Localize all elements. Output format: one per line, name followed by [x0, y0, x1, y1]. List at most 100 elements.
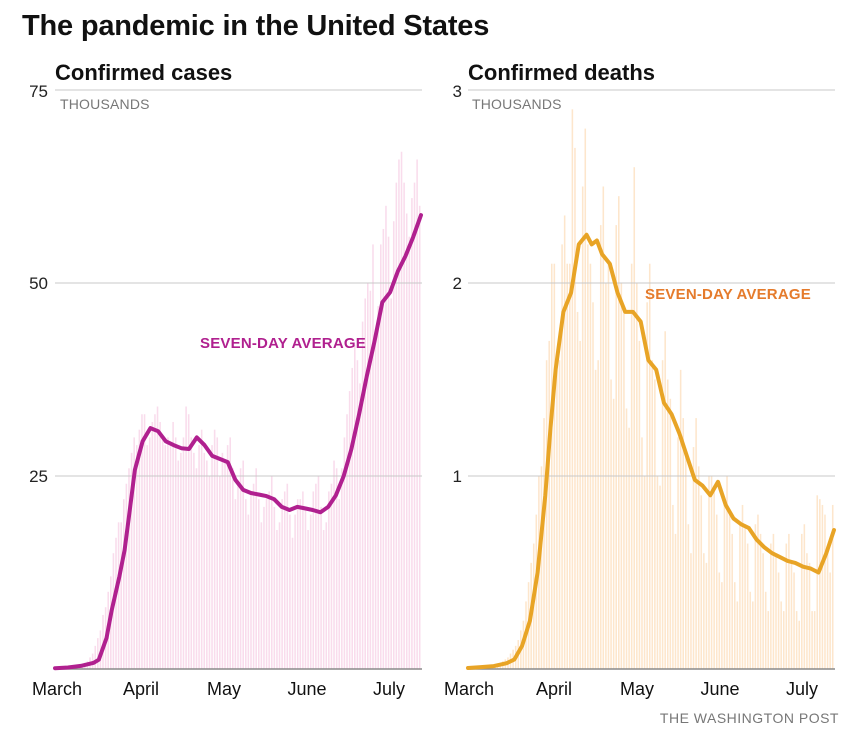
cases-daily-bar [296, 499, 299, 669]
deaths-daily-bar [733, 582, 736, 669]
cases-daily-bar [148, 437, 151, 669]
cases-daily-bar [185, 406, 187, 669]
deaths-daily-bar [682, 418, 684, 669]
cases-daily-bar [273, 506, 276, 669]
cases-daily-bar [250, 491, 252, 669]
deaths-daily-bar [713, 485, 715, 669]
cases-daily-bar [180, 452, 182, 669]
deaths-daily-bar [666, 379, 669, 669]
cases-daily-bar [221, 452, 224, 669]
cases-daily-bar [252, 483, 255, 669]
cases-daily-bar [234, 499, 237, 669]
cases-daily-bar [263, 506, 265, 669]
deaths-seven-day-average-line [466, 232, 836, 670]
cases-daily-bar [369, 290, 372, 669]
cases-daily-bar [403, 182, 405, 669]
cases-daily-bar [159, 421, 161, 669]
cases-daily-bar [348, 391, 351, 669]
deaths-daily-bar [780, 601, 782, 669]
cases-daily-bar [203, 452, 206, 669]
cases-daily-bar [164, 445, 167, 669]
cases-daily-bar [229, 437, 231, 669]
deaths-daily-bar [821, 504, 824, 669]
deaths-daily-bar [813, 611, 816, 669]
deaths-daily-bar [599, 225, 602, 669]
cases-daily-bar [307, 530, 309, 669]
cases-daily-bar [143, 414, 146, 669]
cases-daily-bars [55, 151, 421, 670]
deaths-daily-bar [607, 263, 610, 669]
cases-daily-bar [294, 514, 296, 669]
cases-xtick-label: June [287, 679, 327, 699]
deaths-daily-bar [703, 553, 705, 669]
cases-daily-bar [247, 514, 250, 669]
cases-daily-bar [270, 476, 273, 669]
cases-ytick-label: 50 [29, 274, 48, 293]
deaths-daily-bar [819, 499, 821, 669]
cases-daily-bar [224, 460, 226, 669]
cases-daily-bar [208, 476, 211, 669]
cases-daily-bar [335, 468, 338, 669]
deaths-daily-bar [767, 611, 770, 669]
cases-daily-bar [265, 499, 268, 669]
deaths-daily-bar [697, 466, 700, 669]
deaths-daily-bar [594, 369, 597, 669]
cases-daily-bar [125, 483, 128, 669]
cases-daily-bar [161, 437, 164, 669]
deaths-xtick-label: April [535, 679, 573, 699]
deaths-daily-bar [664, 331, 666, 669]
cases-daily-bar [377, 306, 379, 669]
cases-daily-bar [398, 159, 400, 670]
cases-daily-bar [226, 445, 229, 669]
cases-daily-bar [299, 499, 302, 669]
deaths-daily-bar [579, 340, 581, 669]
deaths-xtick-label: May [619, 679, 655, 699]
deaths-daily-bar [739, 524, 741, 669]
cases-daily-bar [190, 437, 193, 669]
cases-daily-bar [172, 421, 174, 669]
cases-daily-bar [354, 344, 356, 669]
deaths-daily-bar [749, 591, 752, 669]
cases-daily-bar [135, 445, 138, 669]
deaths-daily-bar [790, 562, 793, 669]
cases-daily-bar [97, 638, 99, 669]
deaths-daily-bar [553, 263, 556, 669]
cases-daily-bar [245, 499, 247, 669]
deaths-daily-bar [775, 553, 777, 669]
deaths-daily-bar [545, 360, 548, 669]
cases-daily-bar [338, 499, 341, 669]
cases-daily-bar [167, 437, 169, 669]
cases-daily-bar [255, 468, 257, 669]
deaths-daily-bar [831, 504, 834, 669]
cases-daily-bar [330, 483, 333, 669]
deaths-daily-bar [574, 147, 576, 669]
cases-daily-bar [151, 421, 154, 669]
deaths-daily-bar [777, 572, 780, 669]
cases-daily-bar [206, 460, 208, 669]
deaths-daily-bar [700, 495, 703, 669]
deaths-daily-bar [679, 369, 682, 669]
cases-daily-bar [200, 429, 203, 669]
cases-daily-bar [312, 491, 315, 669]
deaths-chart-title: Confirmed deaths [468, 60, 656, 85]
cases-daily-bar [322, 530, 325, 669]
deaths-daily-bar [597, 360, 599, 669]
deaths-ytick-label: 1 [452, 467, 462, 486]
cases-daily-bar [304, 506, 307, 669]
deaths-daily-bar [543, 418, 545, 669]
deaths-daily-bar [798, 620, 800, 669]
cases-daily-bar [400, 151, 403, 669]
deaths-daily-bar [674, 533, 677, 669]
deaths-daily-bar [759, 533, 762, 669]
cases-daily-bar [317, 476, 320, 669]
cases-daily-bar [320, 506, 322, 669]
cases-average-annotation: SEVEN-DAY AVERAGE [200, 335, 366, 352]
gridlines [55, 89, 835, 670]
deaths-daily-bar [728, 514, 731, 669]
deaths-daily-bar [648, 263, 651, 669]
cases-daily-bar [356, 360, 359, 669]
deaths-daily-bar [576, 311, 579, 669]
source-credit: THE WASHINGTON POST [659, 710, 839, 726]
cases-daily-bar [351, 367, 353, 669]
